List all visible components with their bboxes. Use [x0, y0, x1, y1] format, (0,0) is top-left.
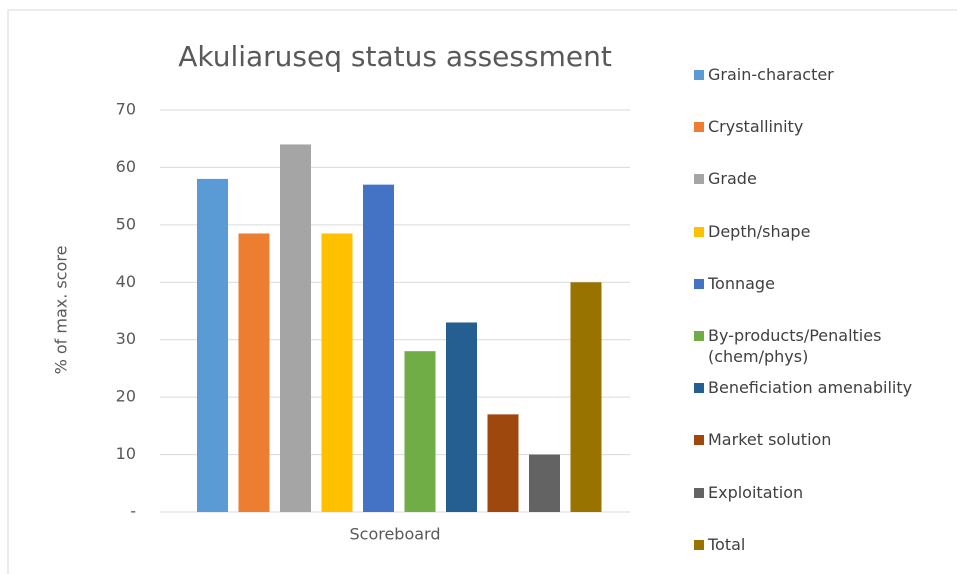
bar: [197, 178, 228, 512]
legend-label: Tonnage: [708, 273, 775, 293]
legend-entry: Grain-character: [694, 64, 956, 85]
legend-entry: Exploitation: [694, 482, 956, 503]
y-tick-label: 60: [116, 157, 136, 176]
y-tick-label: 30: [116, 329, 136, 348]
bar: [280, 144, 311, 512]
y-tick-label: 20: [116, 387, 136, 406]
y-tick-label: -: [130, 502, 136, 521]
legend-entry: Tonnage: [694, 273, 956, 294]
bar: [570, 282, 602, 512]
legend-swatch: [694, 70, 704, 80]
legend-label: Grade: [708, 169, 757, 189]
legend-swatch: [694, 278, 704, 289]
bar: [363, 184, 394, 512]
y-tick-label: 50: [116, 214, 136, 233]
bar: [446, 322, 477, 512]
legend-label: Crystallinity: [708, 117, 804, 137]
bar: [487, 414, 519, 512]
legend-label: By-products/Penalties (chem/phys): [708, 326, 882, 366]
bar: [321, 233, 353, 512]
legend-swatch: [694, 226, 704, 237]
y-tick-label: 40: [116, 272, 136, 291]
legend-entry: Beneficiation amenability: [694, 377, 956, 398]
legend-swatch: [694, 487, 704, 498]
bar: [404, 351, 436, 512]
legend-label: Depth/shape: [708, 221, 811, 241]
legend-label: Grain-character: [708, 65, 834, 84]
legend-entry: Market solution: [694, 429, 956, 450]
legend-swatch: [694, 383, 704, 394]
bar: [238, 233, 270, 512]
y-tick-label: 70: [116, 100, 136, 119]
legend-entry: By-products/Penalties (chem/phys): [694, 325, 956, 367]
legend-entry: Grade: [694, 168, 956, 189]
y-axis-label: % of max. score: [52, 246, 71, 375]
legend-label: Exploitation: [708, 482, 804, 502]
legend-entry: Depth/shape: [694, 221, 956, 242]
y-tick-label: 10: [116, 444, 136, 463]
legend-swatch: [694, 539, 704, 550]
legend-entry: Total: [694, 534, 956, 555]
legend-swatch: [694, 122, 704, 133]
chart-title: Akuliaruseq status assessment: [178, 40, 612, 73]
legend-label: Total: [708, 534, 746, 554]
legend-label: Market solution: [708, 430, 832, 450]
legend-swatch: [694, 435, 704, 446]
chart-border: [7, 9, 957, 574]
x-tick-label: Scoreboard: [349, 525, 440, 544]
legend-swatch: [694, 174, 704, 185]
bar: [529, 454, 560, 512]
legend-entry: Crystallinity: [694, 116, 956, 137]
legend-label: Beneficiation amenability: [708, 378, 913, 398]
legend-swatch: [694, 331, 704, 341]
